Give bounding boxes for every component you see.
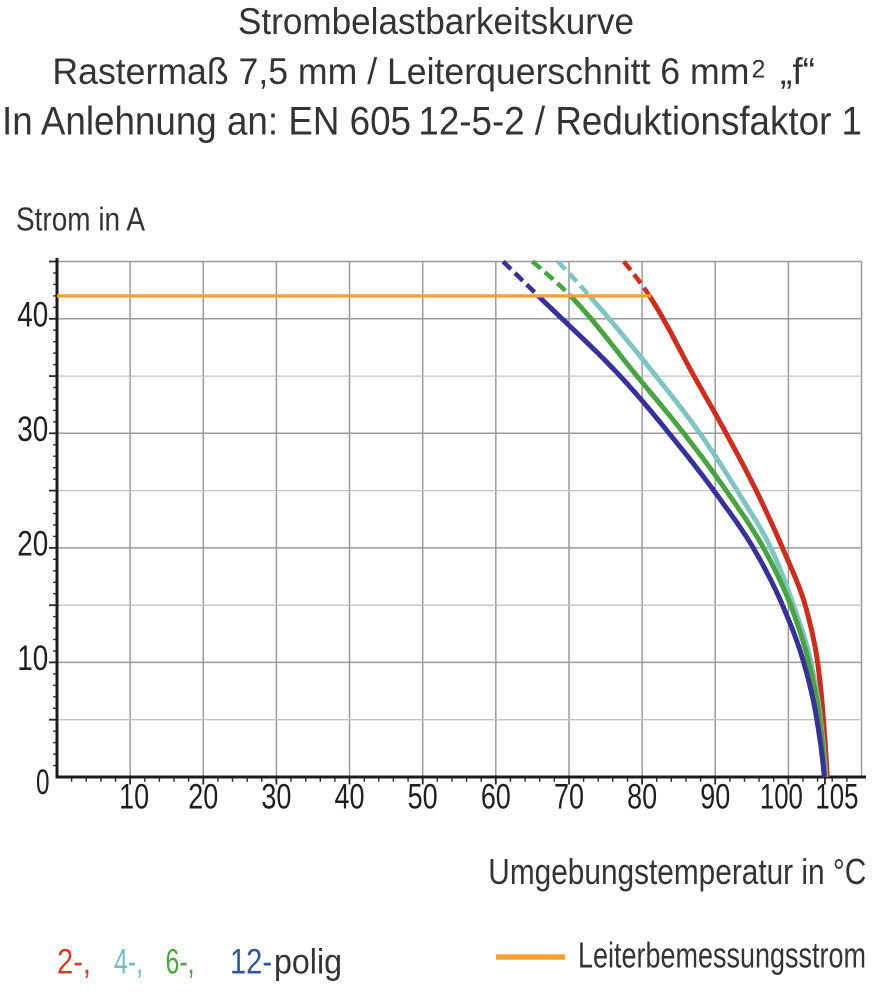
svg-text:10: 10 [17,639,48,678]
svg-text:polig: polig [274,942,342,982]
svg-text:50: 50 [408,778,438,817]
svg-text:20: 20 [188,778,218,817]
svg-text:6-,: 6-, [166,942,195,982]
svg-text:105: 105 [815,778,858,817]
svg-text:40: 40 [17,295,48,334]
svg-text:20: 20 [17,524,48,563]
svg-text:30: 30 [17,410,48,449]
svg-text:60: 60 [481,778,511,817]
svg-text:„f“: „f“ [780,51,815,92]
svg-text:Umgebungstemperatur in °C: Umgebungstemperatur in °C [488,851,866,892]
svg-text:4-,: 4-, [114,942,143,982]
svg-text:10: 10 [119,778,149,817]
svg-text:40: 40 [335,778,365,817]
svg-text:12-: 12- [230,942,272,982]
svg-text:Strombelastbarkeitskurve: Strombelastbarkeitskurve [238,1,634,42]
svg-text:Leiterbemessungsstrom: Leiterbemessungsstrom [578,935,866,976]
svg-text:2: 2 [752,56,766,84]
svg-text:Strom in A: Strom in A [16,201,145,238]
svg-text:In Anlehnung an: EN 605 12-5-2: In Anlehnung an: EN 605 12-5-2 / Redukti… [2,99,862,143]
svg-text:70: 70 [554,778,584,817]
svg-text:100: 100 [760,778,803,817]
svg-text:90: 90 [700,778,730,817]
svg-text:30: 30 [261,778,291,817]
svg-text:0: 0 [36,763,50,802]
svg-text:2-,: 2-, [57,942,91,982]
svg-text:Rastermaß 7,5 mm / Leiterquers: Rastermaß 7,5 mm / Leiterquerschnitt 6 m… [52,51,749,92]
svg-text:80: 80 [627,778,657,817]
